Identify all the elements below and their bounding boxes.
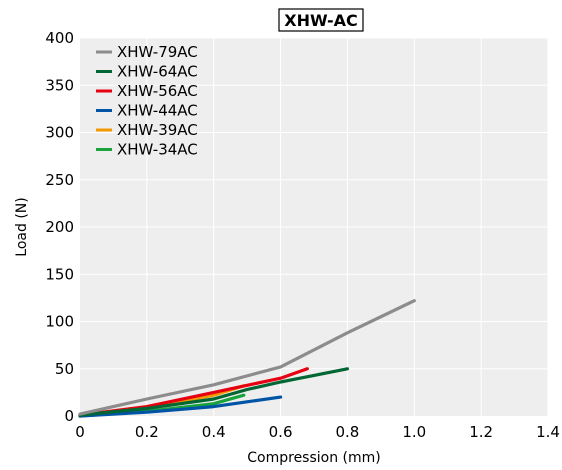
x-axis-label: Compression (mm) bbox=[247, 450, 381, 466]
series-lines bbox=[78, 299, 416, 418]
y-tick-label: 350 bbox=[45, 76, 74, 94]
x-tick-label: 0.8 bbox=[335, 423, 359, 441]
legend-label: XHW-44AC bbox=[117, 102, 198, 120]
y-axis-ticks: 0 50 100 150 200 250 300 350 400 bbox=[45, 29, 74, 425]
x-tick-label: 1.2 bbox=[469, 423, 493, 441]
legend-label: XHW-39AC bbox=[117, 121, 198, 139]
x-tick-label: 0 bbox=[75, 423, 85, 441]
y-axis-label: Load (N) bbox=[14, 197, 30, 256]
y-tick-label: 200 bbox=[45, 218, 74, 236]
y-tick-label: 100 bbox=[45, 313, 74, 331]
legend-label: XHW-34AC bbox=[117, 141, 198, 159]
grid-lines bbox=[80, 37, 549, 416]
series-line-xhw-79ac bbox=[78, 299, 416, 416]
x-tick-label: 1.0 bbox=[402, 423, 426, 441]
x-tick-label: 1.4 bbox=[536, 423, 560, 441]
y-tick-label: 250 bbox=[45, 171, 74, 189]
chart-title-group: XHW-AC bbox=[278, 8, 364, 32]
series-line-xhw-44ac bbox=[78, 395, 283, 418]
x-tick-label: 0.6 bbox=[269, 423, 293, 441]
chart-title: XHW-AC bbox=[284, 11, 357, 30]
title-box bbox=[278, 8, 364, 32]
y-tick-label: 150 bbox=[45, 265, 74, 283]
legend-label: XHW-64AC bbox=[117, 63, 198, 81]
y-tick-label: 400 bbox=[45, 29, 74, 47]
y-tick-label: 0 bbox=[64, 407, 74, 425]
y-tick-label: 300 bbox=[45, 124, 74, 142]
x-tick-label: 0.4 bbox=[202, 423, 226, 441]
legend-label: XHW-56AC bbox=[117, 82, 198, 100]
legend-label: XHW-79AC bbox=[117, 43, 198, 61]
y-tick-label: 50 bbox=[55, 360, 74, 378]
x-axis-ticks: 0 0.2 0.4 0.6 0.8 1.0 1.2 1.4 bbox=[75, 423, 560, 441]
series-line-xhw-64ac bbox=[78, 367, 349, 417]
x-tick-label: 0.2 bbox=[135, 423, 159, 441]
